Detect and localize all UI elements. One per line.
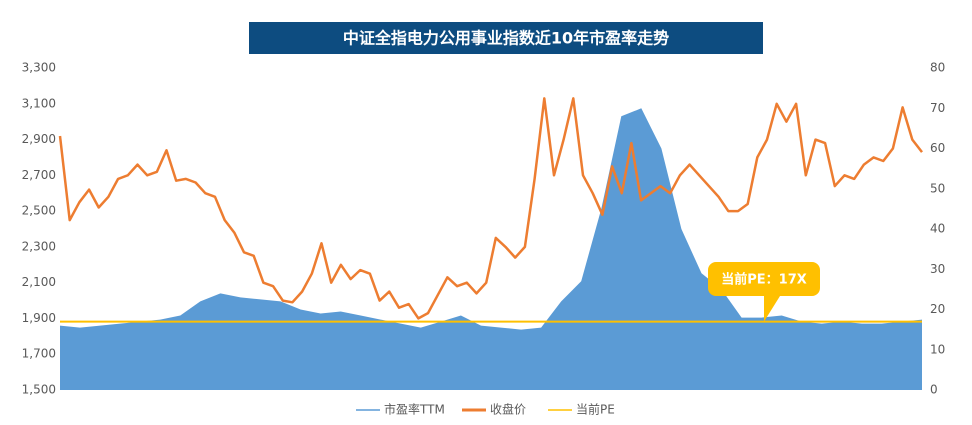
y2-tick-label: 60: [930, 141, 945, 155]
chart-title: 中证全指电力公用事业指数近10年市盈率走势: [343, 29, 669, 48]
y-tick-label: 2,700: [22, 168, 56, 182]
y2-tick-label: 0: [930, 383, 938, 397]
y-tick-label: 2,100: [22, 275, 56, 289]
y-tick-label: 2,900: [22, 132, 56, 146]
pe-area: [60, 108, 922, 391]
title-box: [249, 22, 763, 54]
y2-tick-label: 10: [930, 342, 945, 356]
legend-label: 收盘价: [490, 402, 526, 417]
y-tick-label: 3,300: [22, 61, 56, 75]
y2-tick-label: 70: [930, 101, 945, 115]
annotation-callout: [708, 262, 820, 322]
y2-tick-label: 40: [930, 222, 945, 236]
y2-tick-label: 20: [930, 302, 945, 316]
y-tick-label: 2,300: [22, 239, 56, 253]
y-tick-label: 3,100: [22, 96, 56, 110]
y2-tick-label: 80: [930, 61, 945, 75]
y-tick-label: 1,500: [22, 383, 56, 397]
price-line: [58, 97, 923, 320]
y2-tick-label: 50: [930, 181, 945, 195]
y-tick-label: 1,700: [22, 347, 56, 361]
legend-label: 当前PE: [576, 402, 615, 417]
y2-tick-label: 30: [930, 262, 945, 276]
y-tick-label: 1,900: [22, 311, 56, 325]
y-tick-label: 2,500: [22, 204, 56, 218]
annotation-text: 当前PE：17X: [721, 272, 807, 288]
legend-label: 市盈率TTM: [384, 402, 445, 417]
